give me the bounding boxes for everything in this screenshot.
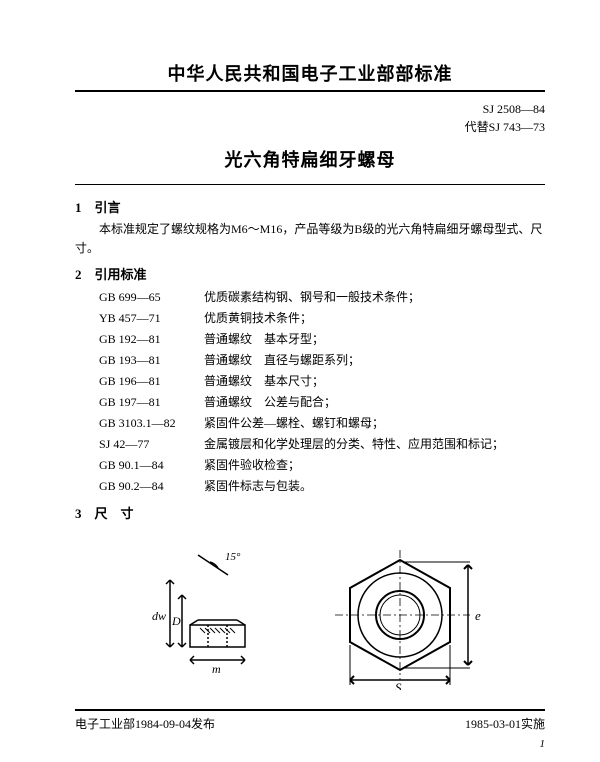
reference-list: GB 699—65优质碳素结构钢、钢号和一般技术条件；YB 457—71优质黄铜…	[99, 287, 545, 497]
reference-row: GB 192—81普通螺纹 基本牙型；	[99, 329, 545, 350]
reference-row: GB 193—81普通螺纹 直径与螺距系列；	[99, 350, 545, 371]
reference-row: GB 196—81普通螺纹 基本尺寸；	[99, 371, 545, 392]
reference-desc: 普通螺纹 基本牙型；	[204, 329, 545, 350]
document-title: 光六角特扁细牙螺母	[75, 146, 545, 185]
std-code: SJ 2508—84	[75, 100, 545, 118]
reference-code: GB 90.2—84	[99, 476, 204, 497]
standard-codes: SJ 2508—84 代替SJ 743—73	[75, 100, 545, 136]
svg-text:15°: 15°	[225, 551, 241, 563]
reference-desc: 紧固件公差—螺栓、螺钉和螺母；	[204, 413, 545, 434]
reference-desc: 普通螺纹 直径与螺距系列；	[204, 350, 545, 371]
side-view-icon: 15° dw D m	[130, 540, 280, 690]
svg-text:S: S	[395, 680, 402, 690]
page-number: 1	[540, 738, 546, 750]
reference-code: GB 193—81	[99, 350, 204, 371]
reference-row: GB 3103.1—82紧固件公差—螺栓、螺钉和螺母；	[99, 413, 545, 434]
nut-diagram: 15° dw D m	[75, 540, 545, 690]
svg-text:dw: dw	[152, 609, 166, 623]
reference-desc: 普通螺纹 公差与配合；	[204, 392, 545, 413]
reference-desc: 紧固件标志与包装。	[204, 476, 545, 497]
reference-desc: 普通螺纹 基本尺寸；	[204, 371, 545, 392]
reference-code: GB 192—81	[99, 329, 204, 350]
reference-code: SJ 42—77	[99, 434, 204, 455]
reference-code: GB 90.1—84	[99, 455, 204, 476]
section-3-head: 3 尺 寸	[75, 503, 545, 522]
reference-code: YB 457—71	[99, 308, 204, 329]
svg-text:e: e	[475, 608, 481, 623]
reference-code: GB 699—65	[99, 287, 204, 308]
reference-desc: 金属镀层和化学处理层的分类、特性、应用范围和标记；	[204, 434, 545, 455]
section-1-body: 本标准规定了螺纹规格为M6～M16，产品等级为B级的光六角特扁细牙螺母型式、尺寸…	[75, 220, 545, 258]
reference-code: GB 197—81	[99, 392, 204, 413]
reference-code: GB 196—81	[99, 371, 204, 392]
section-1-head: 1 引言	[75, 197, 545, 216]
reference-row: SJ 42—77金属镀层和化学处理层的分类、特性、应用范围和标记；	[99, 434, 545, 455]
reference-desc: 优质黄铜技术条件；	[204, 308, 545, 329]
reference-row: GB 90.2—84紧固件标志与包装。	[99, 476, 545, 497]
section-2-head: 2 引用标准	[75, 264, 545, 283]
reference-row: GB 90.1—84紧固件验收检查；	[99, 455, 545, 476]
top-view-icon: S e	[310, 540, 490, 690]
reference-row: GB 197—81普通螺纹 公差与配合；	[99, 392, 545, 413]
reference-desc: 紧固件验收检查；	[204, 455, 545, 476]
reference-row: GB 699—65优质碳素结构钢、钢号和一般技术条件；	[99, 287, 545, 308]
replaces-code: 代替SJ 743—73	[75, 118, 545, 136]
footer: 电子工业部1984-09-04发布 1985-03-01实施	[75, 709, 545, 732]
reference-row: YB 457—71优质黄铜技术条件；	[99, 308, 545, 329]
svg-text:m: m	[212, 662, 221, 676]
svg-text:D: D	[171, 614, 181, 628]
org-title: 中华人民共和国电子工业部部标准	[75, 60, 545, 92]
reference-code: GB 3103.1—82	[99, 413, 204, 434]
issued-date: 电子工业部1984-09-04发布	[75, 715, 215, 732]
reference-desc: 优质碳素结构钢、钢号和一般技术条件；	[204, 287, 545, 308]
effective-date: 1985-03-01实施	[465, 715, 545, 732]
